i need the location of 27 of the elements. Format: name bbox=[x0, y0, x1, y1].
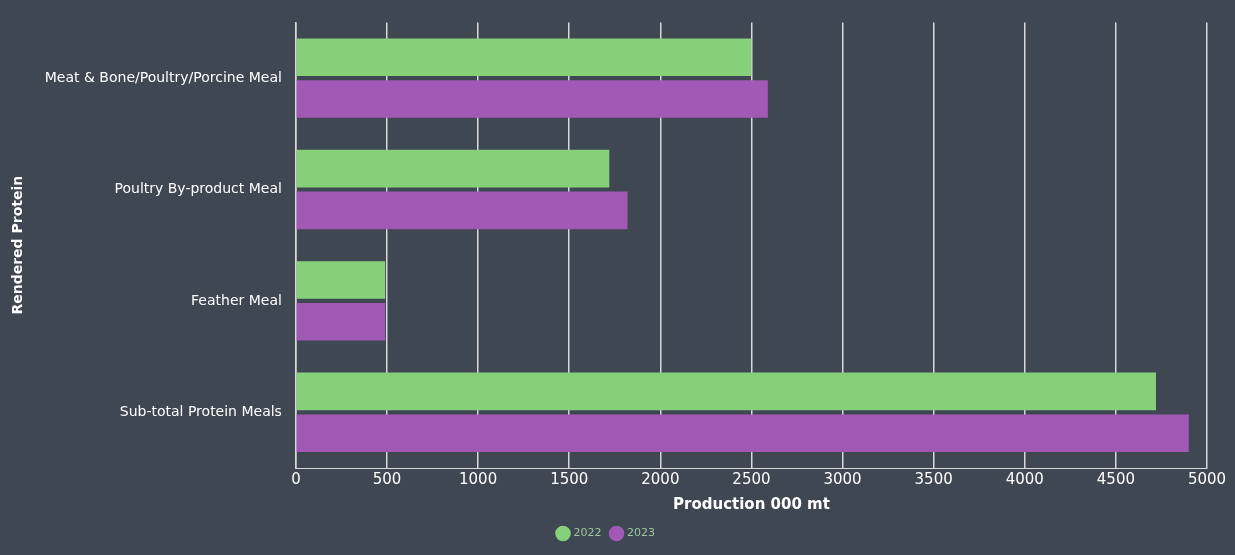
x-tick-label: 3500 bbox=[914, 469, 953, 488]
x-tick-label: 5000 bbox=[1187, 469, 1227, 488]
y-tick-label: Meat & Bone/Poultry/Porcine Meal bbox=[44, 68, 282, 85]
x-tick-label: 2500 bbox=[732, 469, 771, 488]
x-tick-label: 4500 bbox=[1096, 469, 1135, 488]
y-tick-label: Poultry By-product Meal bbox=[114, 180, 282, 197]
bar bbox=[296, 80, 768, 118]
y-tick-label: Sub-total Protein Meals bbox=[119, 402, 282, 419]
bar bbox=[296, 372, 1156, 411]
bar bbox=[296, 191, 628, 230]
bar bbox=[296, 149, 610, 188]
y-tick-label: Feather Meal bbox=[191, 291, 282, 308]
x-tick-label: 4000 bbox=[1005, 469, 1044, 488]
y-axis-title: Rendered Protein bbox=[9, 175, 26, 315]
bar bbox=[296, 38, 752, 77]
x-tick-label: 3000 bbox=[823, 469, 862, 488]
x-tick-label: 1500 bbox=[550, 469, 589, 488]
bar bbox=[296, 302, 386, 341]
x-tick-label: 2000 bbox=[641, 469, 680, 488]
bar bbox=[296, 414, 1189, 452]
legend-label: 2022 bbox=[573, 526, 602, 540]
legend-label: 2023 bbox=[627, 526, 655, 540]
x-axis-title: Production 000 mt bbox=[673, 494, 830, 513]
x-tick-label: 0 bbox=[291, 469, 301, 488]
x-tick-label: 500 bbox=[372, 469, 402, 488]
bar bbox=[296, 261, 386, 299]
x-tick-label: 1000 bbox=[459, 469, 498, 488]
